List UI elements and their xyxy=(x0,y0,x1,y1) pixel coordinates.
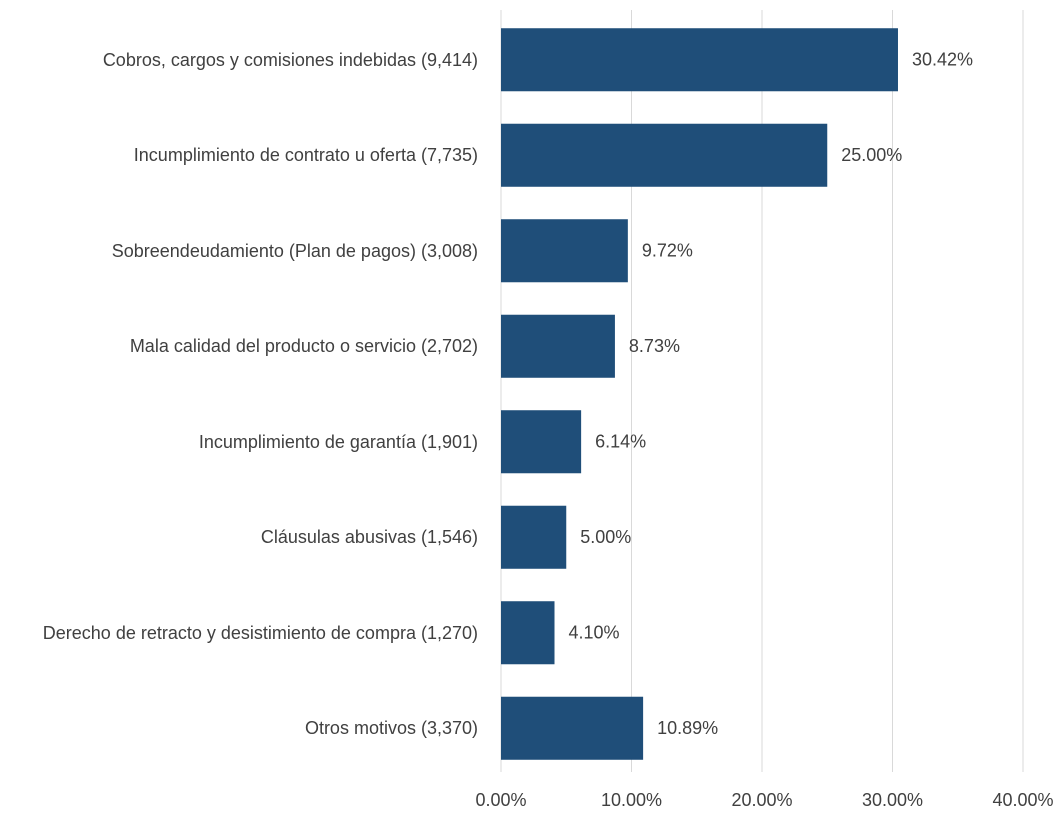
category-label: Sobreendeudamiento (Plan de pagos) (3,00… xyxy=(111,240,478,261)
category-label: Cobros, cargos y comisiones indebidas (9… xyxy=(102,49,478,70)
category-label: Cláusulas abusivas (1,546) xyxy=(260,527,478,548)
x-tick-label: 0.00% xyxy=(475,790,526,810)
data-label: 5.00% xyxy=(580,527,631,547)
x-tick-label: 10.00% xyxy=(601,790,662,810)
bar xyxy=(501,28,898,92)
x-tick-label: 20.00% xyxy=(731,790,792,810)
category-label: Incumplimiento de contrato u oferta (7,7… xyxy=(133,145,478,166)
bar xyxy=(501,696,644,760)
bar xyxy=(501,123,828,187)
bar xyxy=(501,314,615,378)
category-label: Mala calidad del producto o servicio (2,… xyxy=(129,336,478,357)
data-label: 25.00% xyxy=(841,145,902,165)
data-label: 30.42% xyxy=(912,50,973,70)
data-label: 4.10% xyxy=(569,623,620,643)
bar xyxy=(501,505,567,569)
bar xyxy=(501,410,582,474)
category-label: Derecho de retracto y desistimiento de c… xyxy=(42,622,478,643)
data-label: 9.72% xyxy=(642,241,693,261)
category-label: Otros motivos (3,370) xyxy=(304,718,478,739)
data-label: 10.89% xyxy=(657,718,718,738)
category-label: Incumplimiento de garantía (1,901) xyxy=(198,431,478,452)
x-tick-label: 40.00% xyxy=(992,790,1053,810)
bar xyxy=(501,601,555,665)
data-label: 6.14% xyxy=(595,432,646,452)
data-label: 8.73% xyxy=(629,336,680,356)
x-tick-label: 30.00% xyxy=(862,790,923,810)
bar xyxy=(501,219,628,283)
